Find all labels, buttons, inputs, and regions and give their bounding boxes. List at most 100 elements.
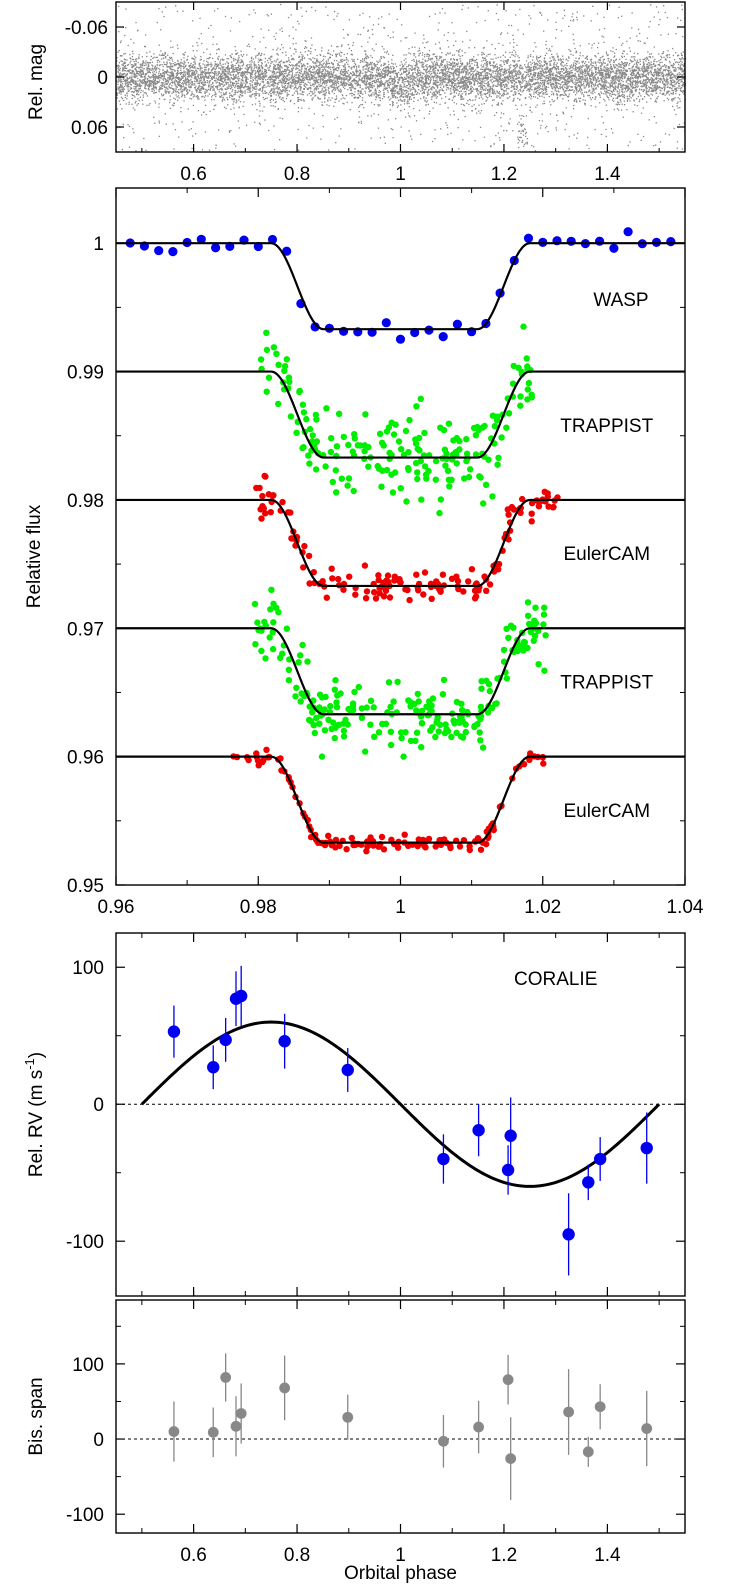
photometry-point (413, 79, 415, 81)
photometry-point (590, 58, 592, 61)
photometry-point (193, 72, 195, 74)
photometry-point (220, 59, 222, 61)
photometry-point (271, 88, 273, 90)
photometry-point (564, 92, 566, 94)
photometry-point (529, 54, 532, 56)
photometry-point (254, 93, 256, 95)
photometry-point (606, 73, 608, 75)
photometry-point (453, 75, 455, 77)
photometry-point (629, 84, 632, 87)
photometry-point (151, 61, 153, 63)
photometry-point (218, 82, 220, 84)
photometry-point (463, 86, 465, 88)
photometry-point (226, 81, 228, 83)
photometry-point (495, 57, 497, 59)
photometry-point (580, 83, 582, 85)
photometry-point (512, 72, 514, 74)
photometry-point (588, 91, 590, 93)
photometry-point (159, 61, 161, 63)
photometry-point (195, 89, 198, 91)
photometry-point (327, 75, 329, 77)
photometry-point (194, 67, 196, 69)
photometry-point (222, 77, 225, 79)
photometry-point (213, 80, 216, 82)
photometry-point (353, 66, 355, 69)
photometry-point (666, 54, 668, 56)
photometry-point (504, 60, 506, 62)
photometry-point (248, 43, 250, 45)
photometry-point (682, 71, 684, 73)
photometry-point (334, 118, 336, 120)
photometry-point (412, 68, 414, 70)
photometry-point (208, 73, 210, 75)
photometry-point (188, 86, 190, 89)
photometry-point (258, 70, 261, 72)
photometry-point (139, 68, 142, 71)
photometry-point (539, 95, 541, 98)
photometry-point (178, 63, 180, 65)
photometry-point (359, 84, 362, 86)
photometry-point (229, 54, 231, 57)
photometry-point (594, 98, 596, 100)
photometry-point (120, 87, 122, 89)
photometry-point (514, 83, 516, 85)
photometry-point (232, 65, 234, 68)
photometry-point (146, 81, 149, 84)
photometry-point (144, 74, 146, 76)
photometry-point (123, 99, 125, 102)
photometry-point (313, 68, 316, 70)
photometry-point (496, 79, 498, 81)
photometry-point (246, 69, 249, 72)
photometry-point (324, 72, 326, 74)
photometry-point (441, 76, 443, 78)
photometry-point (145, 93, 148, 95)
photometry-point (573, 104, 575, 107)
photometry-point (540, 88, 542, 90)
photometry-point (212, 72, 214, 74)
photometry-point (668, 67, 671, 69)
photometry-point (347, 60, 349, 62)
photometry-point (652, 65, 654, 68)
photometry-point (199, 65, 201, 67)
photometry-point (646, 91, 648, 93)
photometry-point (505, 61, 507, 63)
photometry-point (667, 74, 670, 76)
photometry-point (576, 88, 578, 90)
photometry-point (667, 67, 669, 69)
photometry-point (456, 78, 458, 80)
photometry-point (532, 66, 534, 68)
photometry-point (209, 110, 211, 112)
photometry-point (403, 54, 405, 56)
photometry-point (254, 12, 256, 14)
photometry-point (308, 107, 310, 110)
photometry-point (451, 73, 453, 75)
photometry-point (507, 81, 509, 83)
photometry-point (579, 88, 581, 90)
photometry-point (453, 110, 455, 112)
photometry-point (146, 80, 148, 83)
photometry-point (294, 86, 296, 89)
photometry-point (533, 76, 536, 78)
photometry-point (436, 64, 439, 66)
photometry-point (340, 98, 342, 100)
photometry-point (571, 66, 574, 68)
photometry-point (181, 93, 183, 95)
photometry-point (549, 77, 551, 79)
photometry-point (464, 79, 466, 82)
photometry-point (183, 62, 185, 65)
photometry-point (237, 58, 239, 60)
photometry-point (413, 60, 415, 62)
photometry-point (474, 69, 477, 71)
photometry-point (434, 75, 436, 77)
photometry-point (149, 72, 151, 74)
photometry-point (263, 77, 265, 79)
photometry-point (428, 76, 430, 78)
photometry-point (526, 138, 529, 140)
photometry-point (453, 70, 456, 72)
photometry-point (173, 105, 175, 107)
photometry-point (451, 54, 454, 56)
photometry-point (340, 128, 342, 130)
photometry-point (591, 74, 593, 76)
photometry-point (464, 87, 466, 89)
photometry-point (192, 74, 194, 76)
